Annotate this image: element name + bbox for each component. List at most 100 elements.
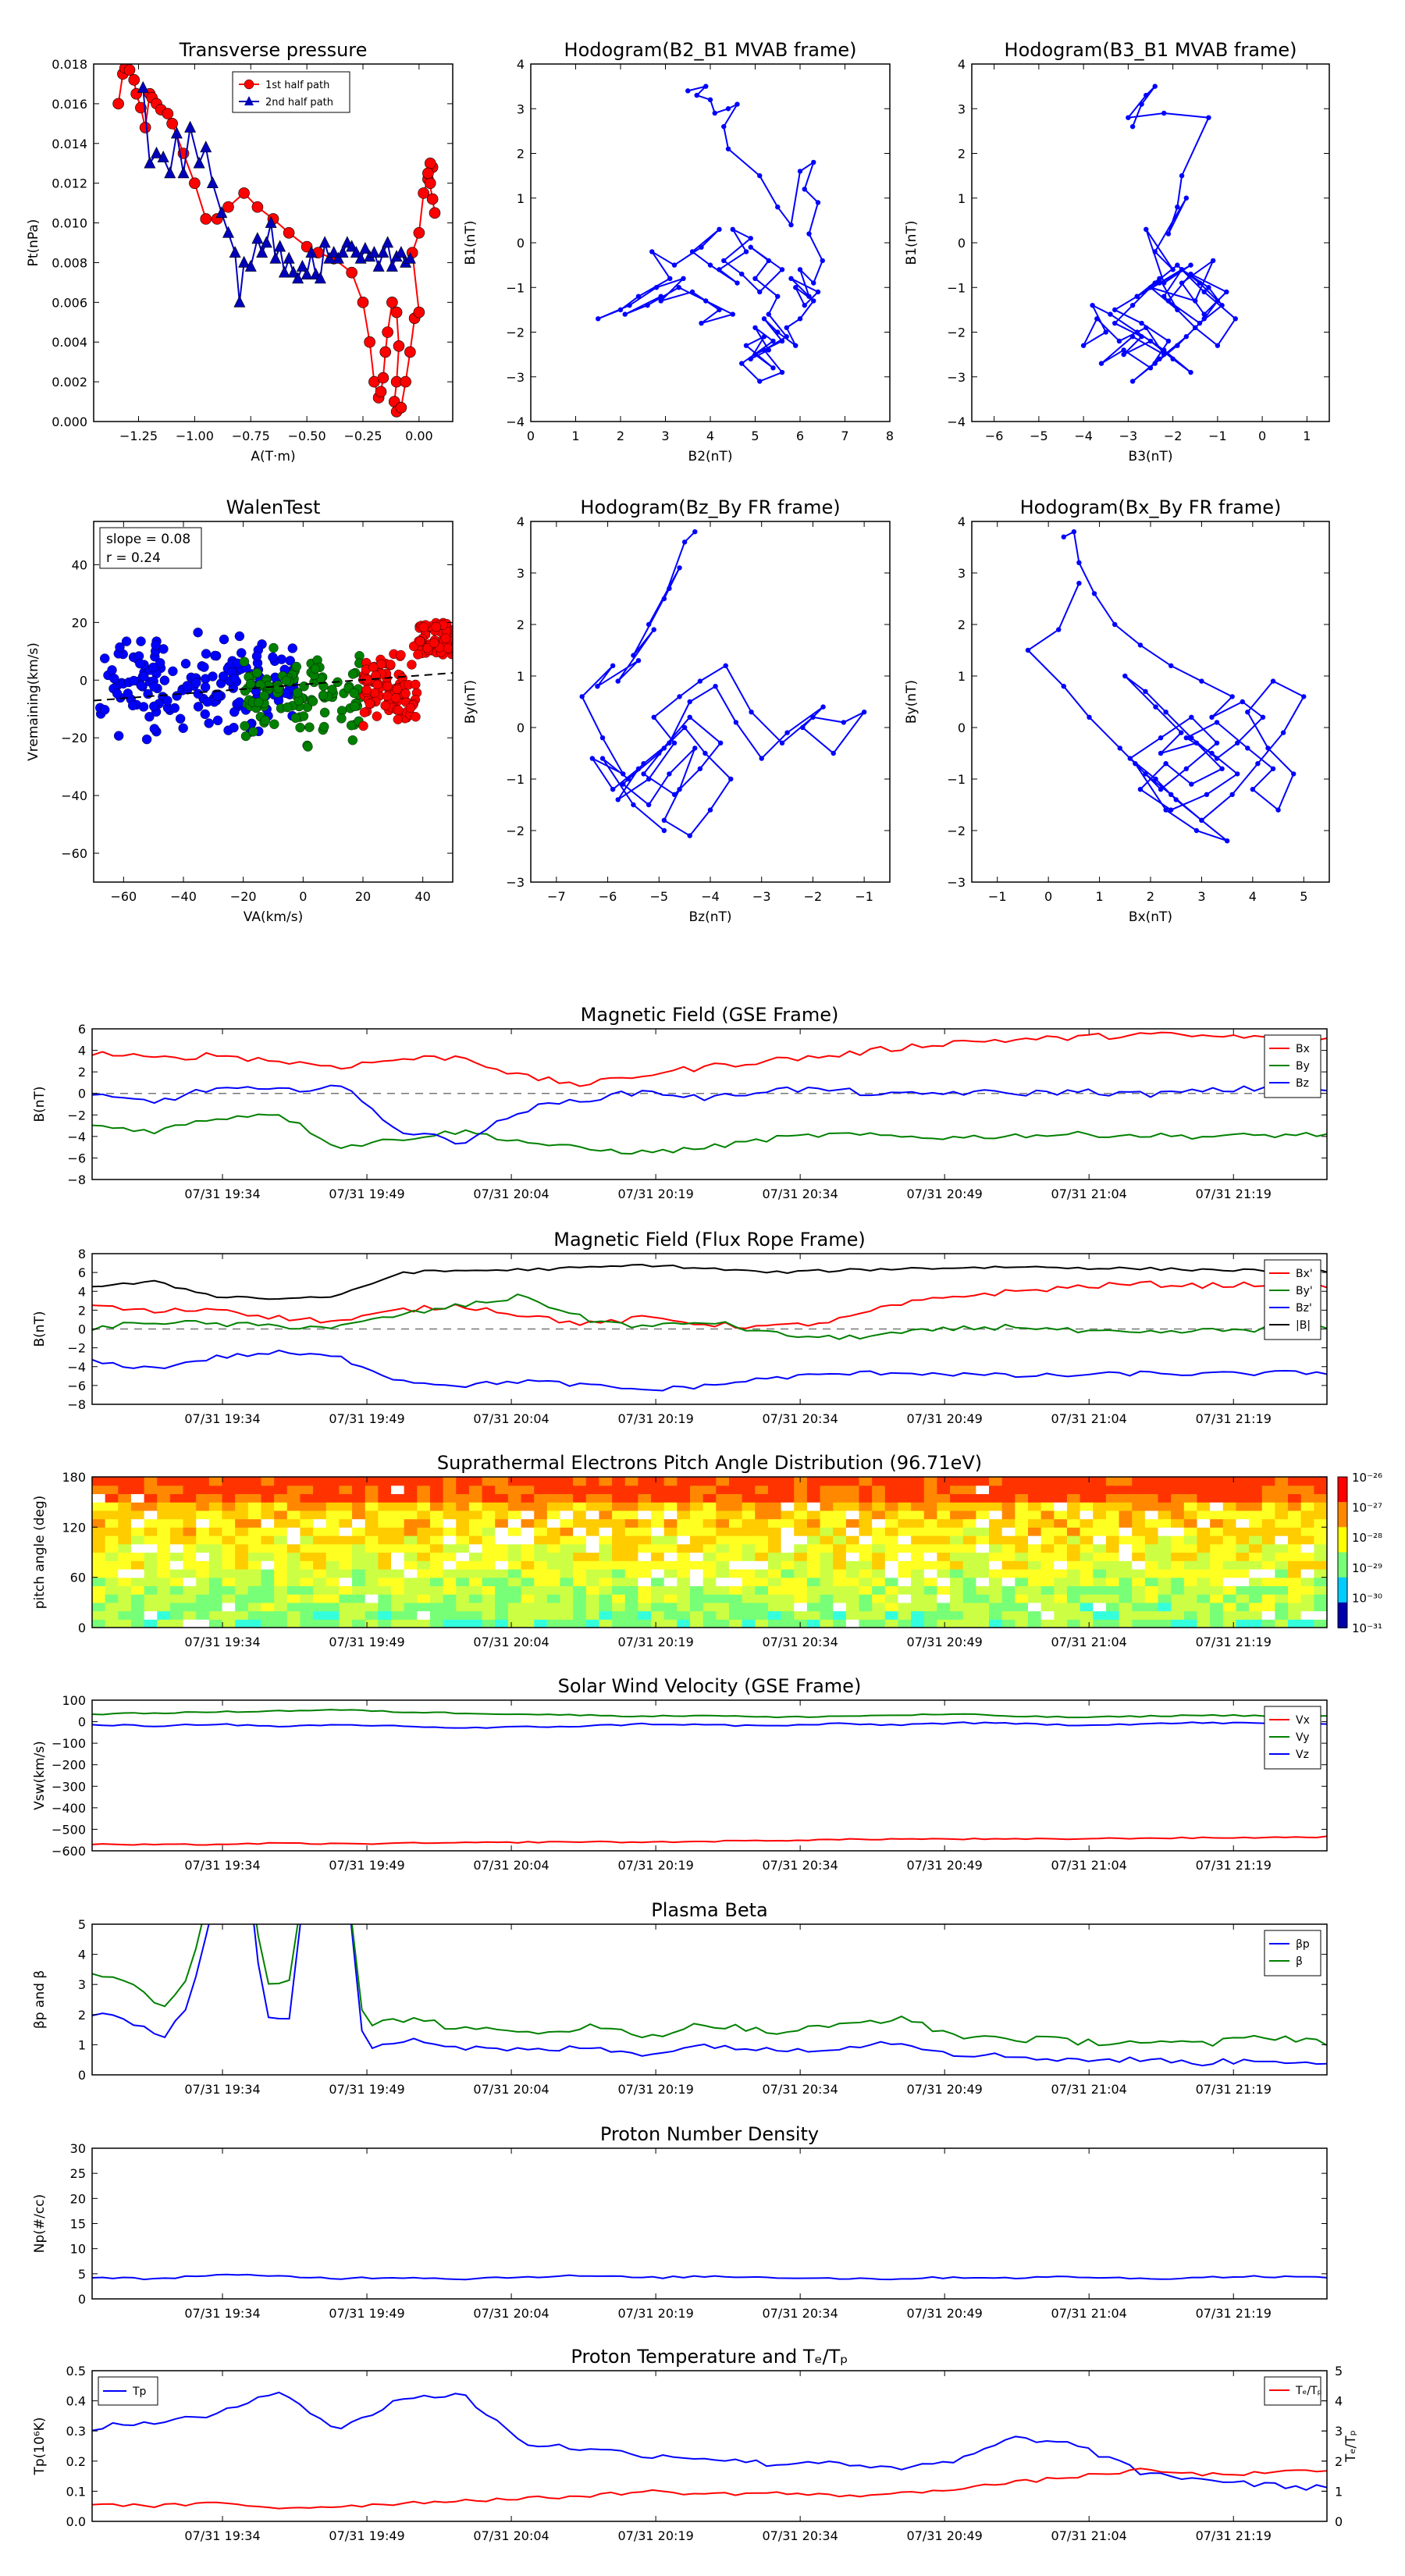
y-tick-label: 5 [78, 2267, 86, 2282]
heatmap-cell [677, 1552, 691, 1561]
heatmap-cell [482, 1602, 496, 1612]
heatmap-cell [833, 1560, 847, 1570]
y-tick-label: 0 [78, 1715, 86, 1730]
heatmap-cell [1027, 1502, 1042, 1511]
heatmap-cell [247, 1477, 262, 1486]
heatmap-cell [92, 1585, 106, 1595]
heatmap-cell [404, 1560, 418, 1570]
heatmap-cell [1105, 1585, 1120, 1595]
heatmap-cell [1027, 1485, 1042, 1495]
marker-dot [707, 262, 713, 268]
y-tick-label: 5 [78, 1917, 86, 1932]
heatmap-cell [923, 1594, 938, 1603]
heatmap-cell [573, 1527, 587, 1536]
marker-dot [1126, 115, 1131, 120]
heatmap-cell [286, 1585, 301, 1595]
y-tick-label: 2 [517, 147, 525, 162]
marker-dot [1025, 647, 1031, 653]
heatmap-cell [560, 1585, 574, 1595]
heatmap-cell [404, 1518, 418, 1528]
heatmap-cell [274, 1477, 288, 1486]
heatmap-cell [534, 1510, 548, 1520]
heatmap-cell [923, 1602, 938, 1612]
marker-dot [1161, 110, 1167, 116]
heatmap-cell [313, 1560, 327, 1570]
heatmap-cell [585, 1585, 600, 1595]
heatmap-cell [806, 1502, 821, 1511]
heatmap-cell [196, 1602, 210, 1612]
heatmap-cell [937, 1485, 951, 1495]
heatmap-cell [274, 1585, 288, 1595]
heatmap-cell [638, 1619, 652, 1628]
y-tick-label: −8 [67, 1172, 86, 1187]
heatmap-cell [456, 1510, 470, 1520]
heatmap-cell [560, 1552, 574, 1561]
marker-dot [1112, 320, 1118, 326]
heatmap-cell [962, 1594, 976, 1603]
heatmap-cell [92, 1477, 106, 1486]
heatmap-cell [624, 1510, 639, 1520]
heatmap-cell [105, 1568, 119, 1578]
heatmap-cell [378, 1594, 392, 1603]
marker-dot [784, 334, 789, 340]
heatmap-cell [208, 1543, 223, 1553]
heatmap-cell [261, 1594, 275, 1603]
heatmap-cell [638, 1560, 652, 1570]
heatmap-cell [157, 1577, 171, 1586]
heatmap-cell [222, 1510, 236, 1520]
heatmap-cell [339, 1585, 353, 1595]
heatmap-cell [599, 1568, 613, 1578]
heatmap-cell [521, 1610, 535, 1620]
heatmap-cell [612, 1568, 626, 1578]
heatmap-cell [989, 1594, 1003, 1603]
heatmap-cell [950, 1619, 964, 1628]
heatmap-cell [1300, 1568, 1314, 1578]
heatmap-cell [1249, 1568, 1263, 1578]
heatmap-cell [1275, 1535, 1289, 1545]
colorbar-segment [1338, 1577, 1347, 1603]
heatmap-cell [950, 1610, 964, 1620]
heatmap-cell [534, 1585, 548, 1595]
heatmap-cell [247, 1493, 262, 1503]
x-tick-label: −1 [1208, 429, 1227, 443]
heatmap-cell [443, 1552, 457, 1561]
marker-dot [1153, 704, 1158, 710]
heatmap-cell [716, 1602, 730, 1612]
heatmap-cell [261, 1535, 275, 1545]
heatmap-cell [716, 1510, 730, 1520]
marker-dot [661, 596, 667, 602]
marker-dot [1255, 761, 1261, 767]
marker-triangle [301, 268, 313, 280]
marker-dot [1152, 361, 1158, 366]
heatmap-cell [443, 1560, 457, 1570]
heatmap-cell [638, 1585, 652, 1595]
heatmap-cell [196, 1577, 210, 1586]
heatmap-cell [261, 1502, 275, 1511]
heatmap-cell [443, 1577, 457, 1586]
marker-triangle [372, 259, 385, 272]
heatmap-cell [911, 1610, 925, 1620]
heatmap-cell [663, 1535, 678, 1545]
heatmap-cell [794, 1477, 808, 1486]
heatmap-cell [286, 1477, 301, 1486]
scatter-point [295, 722, 305, 733]
heatmap-cell [898, 1477, 912, 1486]
heatmap-cell [1197, 1543, 1211, 1553]
heatmap-cell [495, 1594, 509, 1603]
heatmap-cell [677, 1619, 691, 1628]
heatmap-cell [1158, 1619, 1172, 1628]
heatmap-cell [1236, 1477, 1250, 1486]
heatmap-cell [196, 1477, 210, 1486]
heatmap-cell [144, 1543, 158, 1553]
heatmap-cell [1066, 1527, 1081, 1536]
heatmap-cell [1040, 1502, 1055, 1511]
heatmap-cell [456, 1619, 470, 1628]
heatmap-cell [638, 1510, 652, 1520]
heatmap-cell [702, 1610, 717, 1620]
y-tick-label: 3 [78, 1977, 86, 1992]
heatmap-cell [274, 1560, 288, 1570]
heatmap-cell [443, 1493, 457, 1503]
x-tick-label: 07/31 19:34 [184, 1635, 260, 1649]
heatmap-cell [105, 1493, 119, 1503]
